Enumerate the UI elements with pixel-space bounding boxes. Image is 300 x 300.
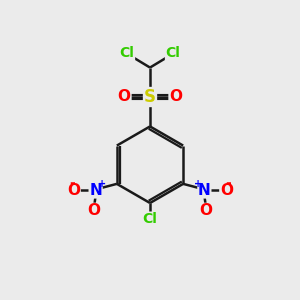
Text: Cl: Cl — [166, 46, 180, 60]
Text: O: O — [88, 203, 101, 218]
Text: -: - — [225, 176, 231, 190]
Text: -: - — [69, 176, 75, 190]
Text: +: + — [194, 179, 202, 189]
Text: N: N — [89, 183, 102, 198]
Text: Cl: Cl — [142, 212, 158, 226]
Text: O: O — [67, 183, 80, 198]
Text: O: O — [199, 203, 212, 218]
Text: O: O — [118, 89, 130, 104]
Text: +: + — [98, 179, 106, 189]
Text: Cl: Cl — [120, 46, 134, 60]
Text: O: O — [169, 89, 182, 104]
Text: N: N — [198, 183, 211, 198]
Text: O: O — [220, 183, 233, 198]
Text: S: S — [144, 88, 156, 106]
